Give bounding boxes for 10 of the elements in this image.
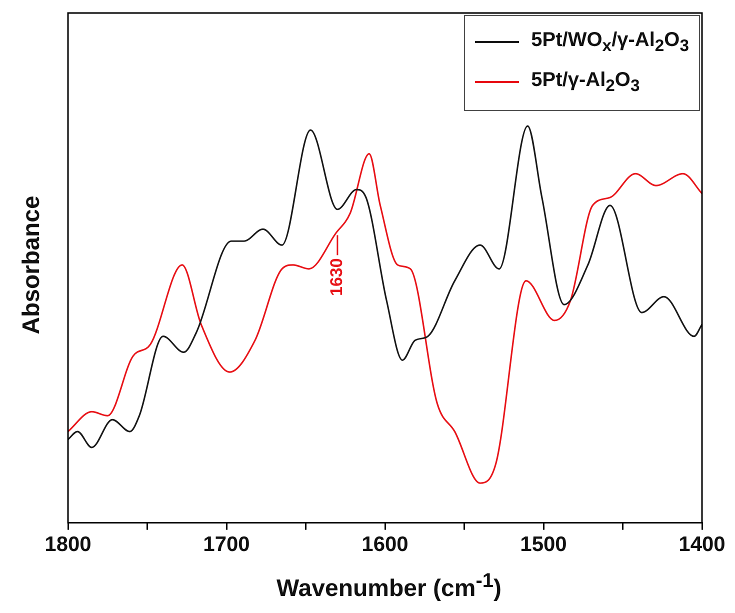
x-tick-label: 1400 xyxy=(678,533,726,556)
y-axis-title: Absorbance xyxy=(18,196,46,334)
x-tick-label: 1600 xyxy=(362,533,408,556)
x-tick-label: 1800 xyxy=(44,533,92,556)
legend-label: 5Pt/WO$_{x}$/γ-Al$_{2}$O$_{3}$ xyxy=(531,28,689,56)
legend-label: 5Pt/γ-Al$_{2}$O$_{3}$ xyxy=(531,68,640,96)
x-axis-title: Wavenumber (cm$^{-1}$) xyxy=(276,570,502,603)
x-tick-label: 1700 xyxy=(203,533,250,556)
x-tick-label: 1500 xyxy=(520,533,567,556)
annotation: 1630 xyxy=(327,258,346,296)
